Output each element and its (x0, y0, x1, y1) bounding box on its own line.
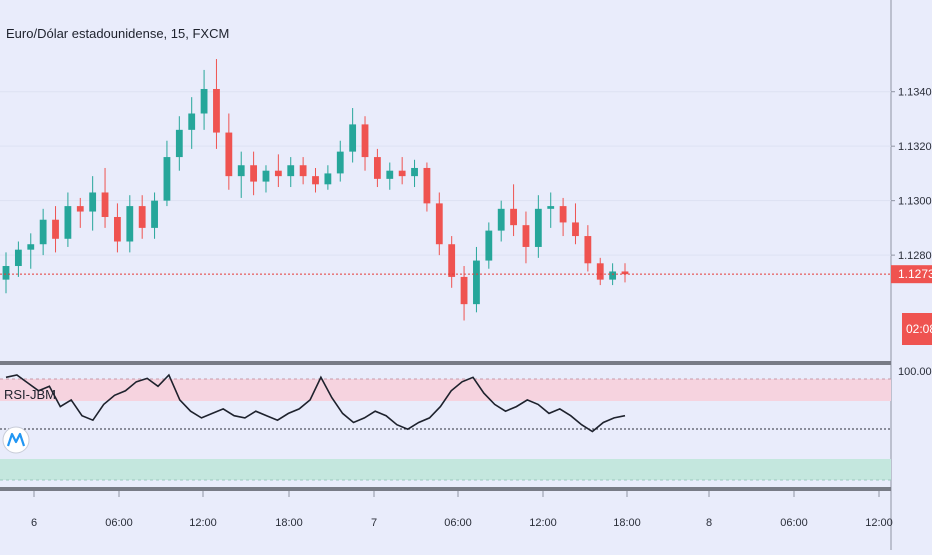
candle-body (101, 192, 109, 217)
time-tick-label: 8 (706, 517, 712, 529)
candle-body (386, 170, 394, 179)
candle-body (473, 260, 480, 305)
time-tick-label: 06:00 (444, 517, 472, 529)
candle-body (262, 170, 270, 182)
candle-body (411, 167, 418, 177)
candle-body (349, 124, 357, 152)
rsi-oversold-band (0, 459, 891, 480)
price-tick-label: 1.13000 (898, 196, 932, 208)
candle-body (336, 151, 344, 174)
countdown-label: 02:08 (906, 322, 932, 336)
candle-body (200, 88, 208, 114)
candle-body (138, 206, 146, 228)
candle-body (361, 124, 369, 158)
time-tick-label: 7 (371, 517, 377, 529)
candlestick-series (2, 59, 629, 321)
candle-body (27, 244, 35, 250)
rsi-series-line (5, 373, 626, 433)
rsi-overbought-band (0, 379, 891, 401)
candle-body (76, 206, 84, 212)
candle-body (213, 88, 220, 133)
price-tick-label: 1.13400 (898, 87, 932, 99)
candle-body (89, 192, 97, 212)
time-tick-label: 12:00 (529, 517, 557, 529)
rsi-tick-label: 100.00 (898, 366, 932, 378)
countdown-tag: 02:08 (902, 313, 932, 345)
chart-title: Euro/Dólar estadounidense, 15, FXCM (6, 26, 229, 41)
candle-body (151, 200, 158, 228)
candle-body (39, 219, 47, 245)
rsi-title: RSI-JBM (4, 387, 56, 402)
indicator-logo[interactable] (2, 426, 30, 454)
price-scale[interactable]: 1.13400 1.13200 1.13000 1.12800 (891, 87, 932, 262)
candle-body (2, 266, 10, 280)
pane-separator[interactable] (0, 361, 891, 365)
candle-body (460, 276, 468, 305)
candle-body (510, 208, 517, 226)
time-tick-label: 12:00 (865, 517, 893, 529)
candle-body (64, 206, 72, 239)
time-tick-label: 12:00 (189, 517, 217, 529)
time-tick-label: 06:00 (105, 517, 133, 529)
candle-body (448, 244, 456, 277)
time-tick-label: 6 (31, 517, 37, 529)
time-tick-label: 18:00 (275, 517, 303, 529)
candle-body (596, 263, 604, 280)
price-tick-label: 1.13200 (898, 141, 932, 153)
candle-body (584, 236, 592, 264)
candle-body (547, 206, 555, 209)
candle-body (373, 157, 381, 179)
candle-body (274, 170, 282, 177)
candle-body (485, 230, 493, 261)
candle-body (423, 167, 431, 204)
candle-body (398, 170, 406, 177)
time-tick-label: 18:00 (613, 517, 641, 529)
candle-body (114, 216, 121, 242)
logo-icon (6, 432, 26, 447)
candle-body (250, 165, 258, 182)
candle-body (312, 176, 319, 185)
candle-body (435, 203, 443, 245)
candle-body (572, 222, 579, 237)
candle-body (163, 157, 171, 201)
candle-body (324, 173, 332, 185)
candle-body (188, 113, 196, 130)
price-tick-label: 1.12800 (898, 250, 932, 262)
candle-body (126, 206, 134, 242)
candle-body (237, 165, 245, 177)
time-axis[interactable]: 6 06:00 12:00 18:00 7 06:00 12:00 18:00 8 06:00 12… (31, 491, 893, 529)
candle-body (287, 165, 295, 177)
candle-body (497, 208, 505, 231)
candle-body (175, 129, 183, 158)
candle-body (559, 206, 567, 223)
pane-separator-bottom (0, 487, 891, 491)
candle-body (534, 208, 542, 247)
candle-body (14, 249, 22, 267)
main-pane-grid (0, 91, 891, 256)
candle-body (225, 132, 233, 177)
candle-body (609, 271, 617, 280)
candle-body (621, 271, 629, 275)
time-tick-label: 06:00 (780, 517, 808, 529)
candle-body (522, 225, 530, 247)
candle-body (299, 165, 307, 177)
candle-body (52, 219, 59, 239)
